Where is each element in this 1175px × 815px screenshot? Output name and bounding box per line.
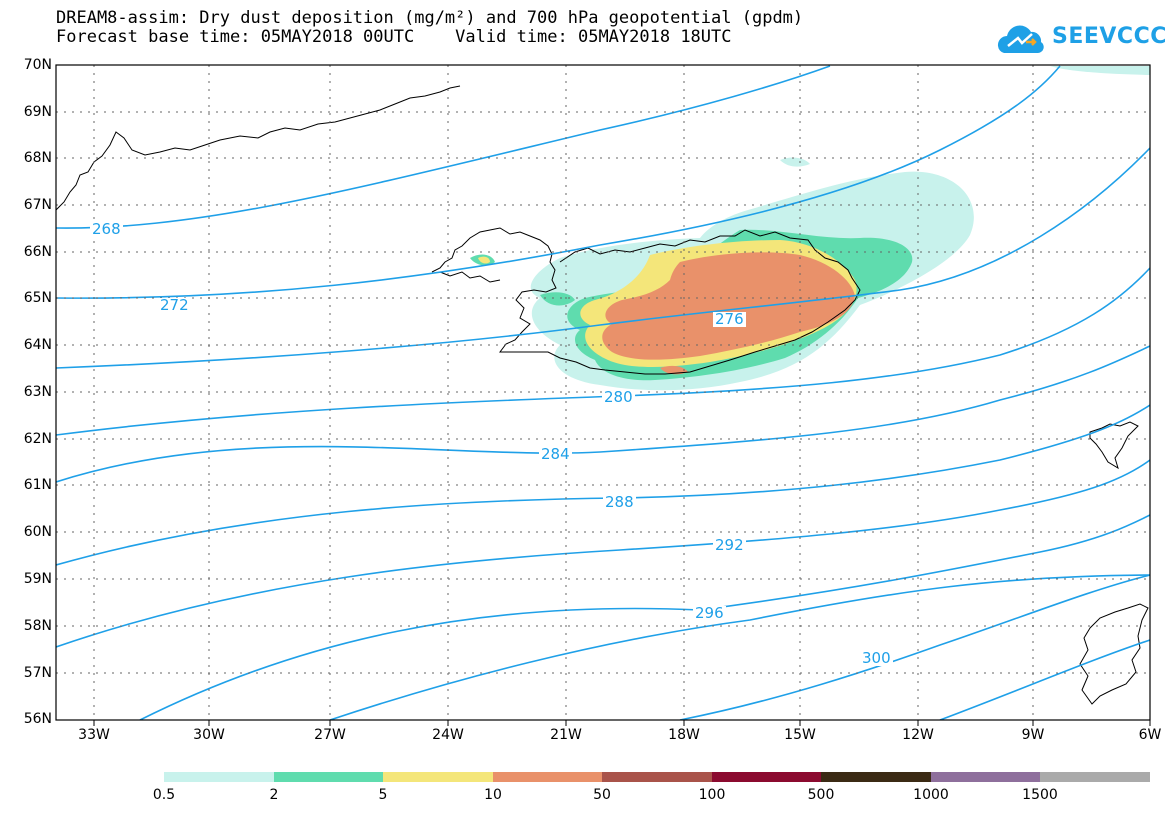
lat-label: 68N	[23, 150, 52, 166]
lat-label: 57N	[23, 665, 52, 681]
contour-label: 280	[602, 388, 635, 406]
legend-swatch	[821, 772, 931, 782]
contour-label: 300	[860, 649, 893, 667]
lon-label: 9W	[1021, 727, 1045, 743]
legend-label: 2	[269, 787, 279, 803]
coastlines	[56, 85, 1149, 705]
map-frame	[55, 64, 1151, 721]
lon-label: 21W	[550, 727, 582, 743]
legend-label: 0.5	[152, 787, 176, 803]
legend-swatch	[1040, 772, 1150, 782]
lon-label: 30W	[193, 727, 225, 743]
legend-label: 5	[378, 787, 388, 803]
legend-swatch	[164, 772, 274, 782]
legend-label: 50	[593, 787, 611, 803]
logo-text: SEEVCCC	[1052, 24, 1167, 49]
lat-label: 66N	[23, 244, 52, 260]
lon-label: 24W	[432, 727, 464, 743]
graticule	[56, 65, 1150, 720]
lon-label: 33W	[78, 727, 110, 743]
legend-label: 1500	[1022, 787, 1058, 803]
lon-label: 12W	[902, 727, 934, 743]
cloud-icon	[997, 25, 1044, 53]
lat-label: 69N	[23, 104, 52, 120]
contour-label: 288	[603, 493, 636, 511]
legend-swatch	[274, 772, 383, 782]
map-title-line-1: DREAM8-assim: Dry dust deposition (mg/m²…	[56, 8, 804, 28]
legend-swatch	[493, 772, 602, 782]
lat-label: 58N	[23, 618, 52, 634]
legend-swatch	[383, 772, 493, 782]
lat-label: 59N	[23, 571, 52, 587]
lat-label: 56N	[23, 711, 52, 727]
axis-ticks	[93, 720, 1151, 726]
legend-swatch	[931, 772, 1040, 782]
contour-label: 284	[539, 445, 572, 463]
lat-label: 64N	[23, 337, 52, 353]
lon-label: 15W	[784, 727, 816, 743]
map-title-line-2: Forecast base time: 05MAY2018 00UTC Vali…	[56, 27, 732, 47]
lat-label: 60N	[23, 524, 52, 540]
contour-label: 272	[158, 296, 191, 314]
contour-label: 276	[713, 310, 746, 328]
lat-label: 70N	[23, 57, 52, 73]
legend-swatch	[712, 772, 821, 782]
legend-label: 10	[484, 787, 502, 803]
contour-label: 292	[713, 536, 746, 554]
lon-label: 6W	[1138, 727, 1162, 743]
geopotential-contours	[56, 65, 1150, 720]
legend-swatch	[602, 772, 712, 782]
dust-deposition-field	[470, 66, 1150, 391]
contour-label: 296	[693, 604, 726, 622]
contour-label: 268	[90, 220, 123, 238]
lon-label: 18W	[668, 727, 700, 743]
lat-label: 63N	[23, 384, 52, 400]
legend-label: 1000	[913, 787, 949, 803]
lat-label: 62N	[23, 431, 52, 447]
lon-label: 27W	[314, 727, 346, 743]
lat-label: 65N	[23, 290, 52, 306]
lat-label: 61N	[23, 477, 52, 493]
legend-label: 500	[807, 787, 835, 803]
lat-label: 67N	[23, 197, 52, 213]
legend-label: 100	[698, 787, 726, 803]
